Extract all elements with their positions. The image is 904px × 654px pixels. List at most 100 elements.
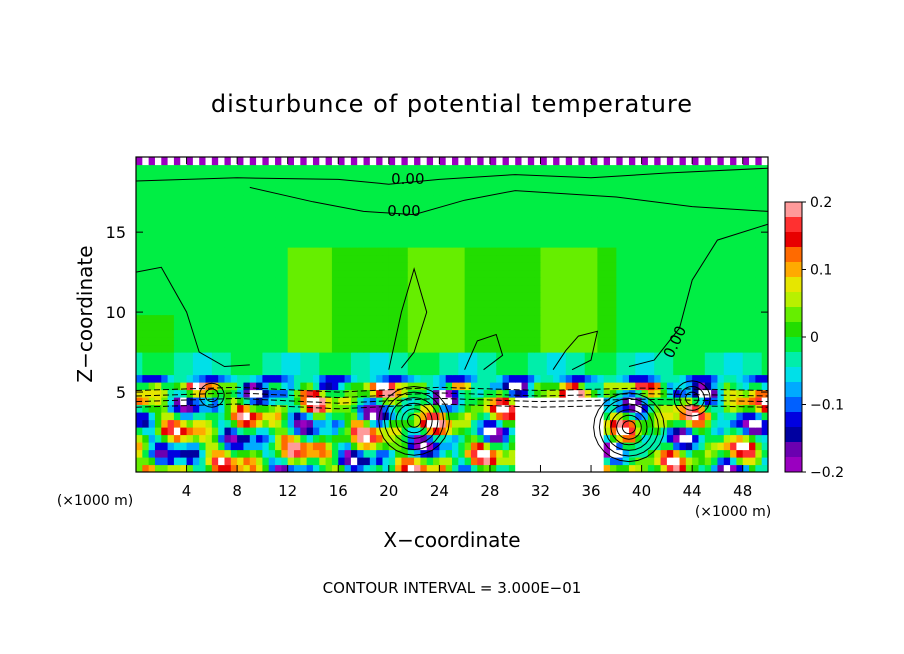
heatmap-cell bbox=[439, 434, 447, 443]
heatmap-cell bbox=[262, 389, 270, 398]
heatmap-cell bbox=[477, 314, 485, 323]
heatmap-cell bbox=[610, 344, 617, 353]
heatmap-cell bbox=[148, 224, 156, 233]
heatmap-cell bbox=[736, 434, 744, 443]
heatmap-cell bbox=[363, 419, 371, 428]
heatmap-cell bbox=[218, 382, 226, 391]
heatmap-cell bbox=[730, 172, 737, 181]
heatmap-cell bbox=[161, 232, 169, 241]
heatmap-cell bbox=[742, 404, 750, 413]
heatmap-cell bbox=[470, 269, 478, 278]
heatmap-cell bbox=[395, 157, 403, 166]
heatmap-cell bbox=[433, 179, 440, 188]
heatmap-cell bbox=[742, 187, 750, 196]
heatmap-cell bbox=[742, 254, 750, 263]
heatmap-cell bbox=[654, 247, 662, 256]
heatmap-cell bbox=[508, 344, 516, 353]
heatmap-cell bbox=[268, 412, 276, 421]
heatmap-cell bbox=[730, 427, 737, 436]
heatmap-cell bbox=[685, 359, 693, 368]
heatmap-cell bbox=[591, 442, 598, 451]
heatmap-cell bbox=[230, 412, 238, 421]
heatmap-cell bbox=[319, 157, 327, 166]
heatmap-cell bbox=[515, 217, 523, 226]
heatmap-cell bbox=[496, 382, 504, 391]
heatmap-cell bbox=[660, 254, 668, 263]
heatmap-cell bbox=[407, 254, 415, 263]
heatmap-cell bbox=[698, 217, 706, 226]
heatmap-cell bbox=[559, 172, 567, 181]
heatmap-cell bbox=[698, 419, 706, 428]
heatmap-cell bbox=[489, 374, 497, 383]
heatmap-cell bbox=[717, 464, 725, 472]
heatmap-cell bbox=[749, 314, 756, 323]
heatmap-cell bbox=[192, 247, 200, 256]
heatmap-cell bbox=[496, 337, 504, 346]
heatmap-cell bbox=[287, 457, 295, 466]
heatmap-cell bbox=[704, 359, 712, 368]
heatmap-cell bbox=[161, 307, 169, 316]
heatmap-cell bbox=[736, 464, 744, 472]
heatmap-cell bbox=[730, 419, 737, 428]
contour-line-negative bbox=[136, 386, 768, 393]
heatmap-cell bbox=[281, 337, 289, 346]
heatmap-cell bbox=[730, 314, 737, 323]
heatmap-cell bbox=[578, 389, 586, 398]
heatmap-cell bbox=[515, 292, 523, 301]
heatmap-cell bbox=[489, 352, 497, 361]
heatmap-cell bbox=[388, 449, 396, 458]
heatmap-cell bbox=[723, 367, 731, 376]
heatmap-cell bbox=[723, 404, 731, 413]
heatmap-cell bbox=[306, 329, 314, 338]
heatmap-cell bbox=[224, 299, 232, 308]
heatmap-cell bbox=[572, 419, 579, 428]
heatmap-cell bbox=[407, 314, 415, 323]
heatmap-cell bbox=[369, 389, 377, 398]
heatmap-cell bbox=[711, 202, 719, 211]
heatmap-cell bbox=[268, 442, 276, 451]
heatmap-cell bbox=[591, 449, 598, 458]
heatmap-cell bbox=[350, 217, 358, 226]
heatmap-cell bbox=[591, 164, 598, 173]
heatmap-cell bbox=[173, 232, 181, 241]
heatmap-cell bbox=[407, 374, 415, 383]
heatmap-cell bbox=[597, 352, 605, 361]
heatmap-cell bbox=[692, 172, 700, 181]
heatmap-cell bbox=[730, 209, 737, 218]
heatmap-cell bbox=[211, 209, 219, 218]
heatmap-cell bbox=[439, 239, 447, 248]
y-tick-label: 15 bbox=[106, 223, 126, 242]
heatmap-cell bbox=[496, 419, 504, 428]
heatmap-cell bbox=[287, 292, 295, 301]
heatmap-cell bbox=[521, 344, 529, 353]
heatmap-cell bbox=[154, 344, 162, 353]
heatmap-cell bbox=[180, 442, 188, 451]
heatmap-cell bbox=[534, 434, 542, 443]
heatmap-cell bbox=[382, 352, 390, 361]
heatmap-cell bbox=[483, 179, 491, 188]
heatmap-cell bbox=[420, 374, 428, 383]
heatmap-cell bbox=[616, 254, 624, 263]
heatmap-cell bbox=[508, 442, 516, 451]
heatmap-cell bbox=[414, 314, 421, 323]
heatmap-cell bbox=[515, 164, 523, 173]
heatmap-cell bbox=[312, 269, 320, 278]
heatmap-cell bbox=[736, 337, 744, 346]
heatmap-cell bbox=[616, 419, 624, 428]
heatmap-cell bbox=[742, 269, 750, 278]
heatmap-cell bbox=[331, 427, 339, 436]
heatmap-cell bbox=[369, 292, 377, 301]
heatmap-cell bbox=[521, 389, 529, 398]
heatmap-cell bbox=[540, 179, 548, 188]
heatmap-cell bbox=[736, 262, 744, 271]
heatmap-cell bbox=[698, 374, 706, 383]
heatmap-cell bbox=[496, 217, 504, 226]
heatmap-cell bbox=[344, 277, 352, 286]
heatmap-cell bbox=[470, 442, 478, 451]
heatmap-cell bbox=[357, 284, 365, 293]
heatmap-cell bbox=[407, 419, 415, 428]
heatmap-cell bbox=[591, 404, 598, 413]
heatmap-cell bbox=[287, 217, 295, 226]
heatmap-cell bbox=[749, 344, 756, 353]
heatmap-cell bbox=[439, 164, 447, 173]
